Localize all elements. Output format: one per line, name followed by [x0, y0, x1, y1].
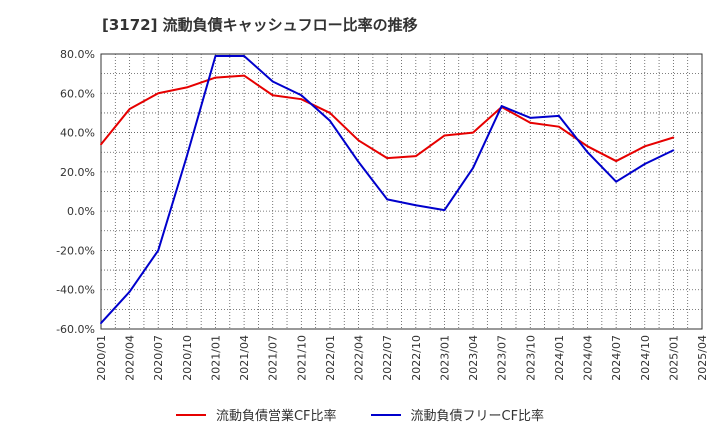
data-point	[157, 92, 160, 95]
data-point	[185, 155, 188, 158]
y-tick-label: -40.0%	[56, 284, 95, 297]
legend-item-operating-cf: 流動負債営業CF比率	[175, 405, 337, 424]
data-point	[329, 112, 331, 114]
data-point	[472, 167, 474, 169]
legend-item-free-cf: 流動負債フリーCF比率	[370, 405, 545, 424]
x-tick-label: 2025/04	[696, 335, 709, 381]
x-tick-label: 2024/01	[553, 335, 566, 381]
x-tick-label: 2023/01	[438, 335, 451, 381]
data-point	[214, 55, 217, 57]
x-tick-label: 2024/04	[582, 335, 595, 381]
data-point	[443, 134, 446, 137]
x-tick-label: 2025/01	[667, 335, 680, 381]
y-tick-label: 20.0%	[60, 166, 95, 179]
legend-swatch-blue	[370, 413, 401, 416]
x-tick-label: 2022/04	[353, 335, 366, 381]
data-point	[243, 55, 245, 57]
data-point	[529, 116, 532, 119]
data-point	[615, 160, 618, 162]
data-point	[414, 204, 417, 207]
x-tick-label: 2022/01	[324, 335, 337, 381]
x-tick-label: 2023/04	[467, 335, 480, 381]
data-point	[414, 155, 417, 158]
x-tick-label: 2021/07	[267, 335, 280, 381]
legend-swatch-red	[175, 413, 206, 416]
series-lines	[100, 54, 675, 325]
data-point	[558, 114, 560, 117]
x-tick-label: 2020/04	[124, 335, 137, 381]
y-tick-label: 40.0%	[60, 127, 95, 140]
legend-label-free-cf: 流動負債フリーCF比率	[410, 409, 545, 424]
x-tick-label: 2021/10	[295, 335, 308, 381]
data-point	[214, 76, 217, 79]
data-point	[586, 151, 589, 154]
data-point	[500, 105, 503, 107]
data-point	[586, 145, 589, 148]
y-tick-label: 80.0%	[60, 48, 95, 61]
data-point	[243, 74, 245, 77]
x-tick-label: 2024/07	[610, 335, 623, 381]
data-point	[329, 119, 331, 122]
data-point	[386, 198, 389, 201]
data-point	[672, 136, 675, 139]
data-point	[357, 139, 360, 142]
x-tick-label: 2023/10	[524, 335, 537, 381]
data-point	[157, 249, 160, 252]
data-point	[643, 145, 646, 148]
x-tick-label: 2021/01	[209, 335, 222, 381]
x-tick-label: 2020/07	[152, 335, 165, 381]
y-tick-label: -20.0%	[56, 244, 95, 257]
data-point	[386, 157, 389, 160]
y-tick-label: -60.0%	[56, 323, 95, 336]
y-tick-label: 60.0%	[60, 87, 95, 100]
data-point	[643, 163, 646, 165]
data-point	[672, 149, 675, 152]
data-point	[128, 290, 131, 293]
data-point	[443, 209, 446, 212]
x-tick-label: 2024/10	[639, 335, 652, 381]
x-tick-label: 2023/07	[496, 335, 509, 381]
x-tick-label: 2022/10	[410, 335, 423, 381]
data-point	[100, 143, 102, 146]
x-tick-label: 2022/07	[381, 335, 394, 381]
grid	[100, 53, 703, 330]
legend-label-operating-cf: 流動負債営業CF比率	[215, 409, 337, 424]
x-tick-label: 2021/04	[238, 335, 251, 381]
data-point	[472, 131, 474, 134]
x-tick-label: 2020/10	[181, 335, 194, 381]
chart-title: [3172] 流動負債キャッシュフロー比率の推移	[102, 16, 418, 34]
data-point	[300, 94, 303, 97]
axes: 80.0% 60.0% 40.0% 20.0% 0.0% -20.0% -40.0% -60.…	[56, 48, 709, 381]
data-point	[271, 80, 274, 83]
data-point	[529, 121, 532, 124]
data-point	[271, 94, 274, 97]
data-point	[357, 161, 360, 163]
data-point	[128, 108, 131, 110]
data-point	[615, 180, 618, 183]
data-point	[185, 86, 188, 89]
x-tick-label: 2020/01	[95, 335, 108, 381]
data-point	[100, 322, 102, 325]
data-point	[300, 98, 303, 101]
legend: 流動負債営業CF比率 流動負債フリーCF比率	[0, 405, 720, 424]
y-tick-label: 0.0%	[67, 205, 95, 218]
data-point	[558, 125, 560, 128]
